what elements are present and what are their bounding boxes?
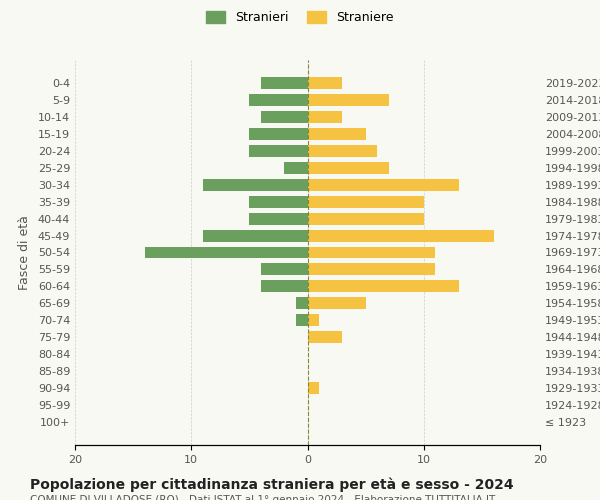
Bar: [308, 314, 319, 326]
Bar: [203, 230, 308, 241]
Bar: [250, 94, 308, 106]
Bar: [308, 112, 343, 123]
Bar: [261, 112, 308, 123]
Bar: [308, 196, 424, 207]
Bar: [203, 179, 308, 191]
Bar: [296, 314, 308, 326]
Bar: [308, 128, 365, 140]
Bar: [308, 94, 389, 106]
Bar: [284, 162, 308, 174]
Bar: [308, 331, 343, 343]
Bar: [250, 128, 308, 140]
Bar: [308, 162, 389, 174]
Bar: [261, 264, 308, 276]
Bar: [145, 246, 308, 258]
Bar: [261, 280, 308, 292]
Text: COMUNE DI VILLADOSE (RO) - Dati ISTAT al 1° gennaio 2024 - Elaborazione TUTTITAL: COMUNE DI VILLADOSE (RO) - Dati ISTAT al…: [30, 495, 495, 500]
Bar: [308, 382, 319, 394]
Y-axis label: Fasce di età: Fasce di età: [18, 215, 31, 290]
Bar: [308, 179, 458, 191]
Bar: [250, 145, 308, 157]
Bar: [308, 230, 493, 241]
Legend: Stranieri, Straniere: Stranieri, Straniere: [202, 6, 398, 29]
Bar: [308, 246, 436, 258]
Bar: [261, 78, 308, 90]
Bar: [308, 145, 377, 157]
Bar: [308, 280, 458, 292]
Bar: [250, 213, 308, 224]
Bar: [308, 78, 343, 90]
Bar: [250, 196, 308, 207]
Bar: [308, 213, 424, 224]
Bar: [296, 298, 308, 309]
Text: Popolazione per cittadinanza straniera per età e sesso - 2024: Popolazione per cittadinanza straniera p…: [30, 478, 514, 492]
Bar: [308, 298, 365, 309]
Bar: [308, 264, 436, 276]
